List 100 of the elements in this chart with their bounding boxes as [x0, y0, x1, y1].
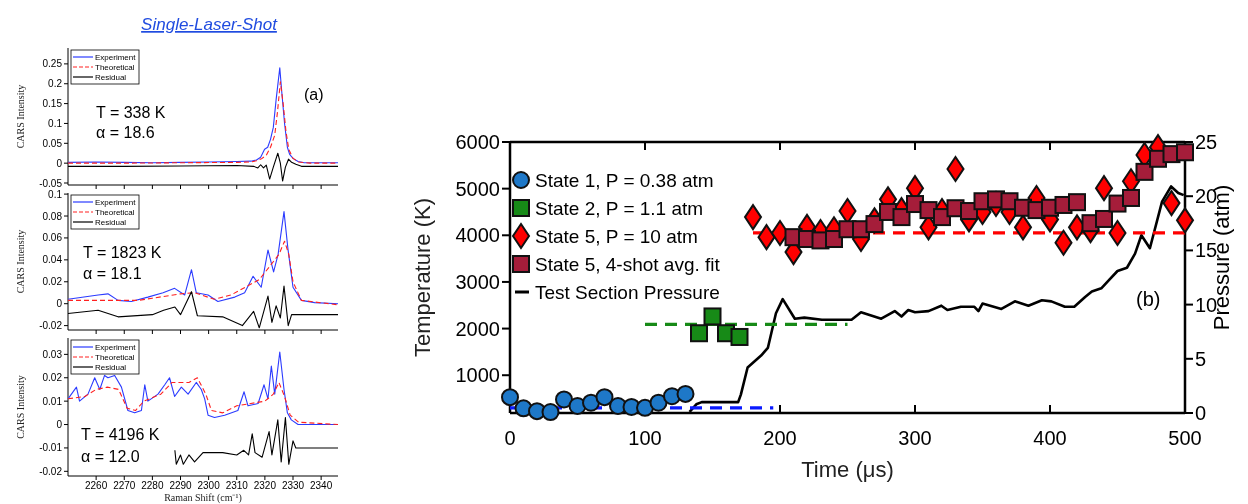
- y-tick-label: 0: [56, 157, 63, 169]
- point: [582, 393, 600, 412]
- point: [636, 398, 654, 417]
- annotation: α = 18.6: [96, 124, 155, 141]
- y-tick-label: -0.05: [39, 177, 63, 189]
- legend-label: Residual: [95, 72, 127, 82]
- legend-label: Experiment: [95, 197, 137, 207]
- point: [1068, 193, 1086, 212]
- y-axis-title: CARS Intensity: [15, 375, 26, 439]
- legend-label: State 1, P = 0.38 atm: [535, 169, 714, 191]
- legend-label: Theoretical: [95, 352, 135, 362]
- y-axis-title: CARS Intensity: [15, 229, 26, 294]
- legend-label: Theoretical: [95, 62, 135, 72]
- y-axis-title: Temperature (K): [410, 198, 435, 357]
- y-tick-label: 0: [56, 419, 63, 431]
- x-tick-label: 0: [504, 427, 516, 449]
- y-tick-label: 1000: [455, 364, 500, 387]
- point: [825, 230, 843, 249]
- legend-label: Test Section Pressure: [535, 281, 720, 303]
- annotation: T = 1823 K: [83, 244, 162, 261]
- point: [703, 307, 722, 326]
- x-tick-label: 100: [628, 427, 662, 449]
- point: [541, 403, 560, 422]
- line-series: [67, 211, 339, 305]
- point: [1162, 190, 1181, 217]
- y-tick-label: 0.1: [48, 188, 63, 200]
- y-tick-label: 0.04: [42, 254, 63, 266]
- y-axis-title: CARS Intensity: [15, 84, 26, 149]
- y-tick-label: 0.05: [42, 137, 63, 149]
- y-tick-label: 4000: [455, 224, 500, 247]
- legend-label: Residual: [95, 362, 127, 372]
- x-tick-label: 2260: [85, 480, 108, 491]
- x-tick-label: 2280: [141, 480, 164, 491]
- y-tick-label: 0.25: [42, 58, 63, 70]
- annotation: (a): [304, 86, 324, 103]
- x-tick-label: 2310: [225, 480, 249, 491]
- legend-label: Residual: [95, 217, 127, 227]
- y-tick-label: 0.1: [48, 117, 63, 129]
- x-tick-label: 2300: [197, 480, 221, 491]
- y-tick-label: 0.02: [42, 372, 63, 384]
- point: [757, 224, 776, 251]
- x-axis-title: Time (μs): [801, 457, 894, 482]
- point: [946, 156, 965, 183]
- y-tick-label: -0.01: [39, 442, 63, 454]
- legend-label: State 5, P = 10 atm: [535, 225, 698, 247]
- legend-label: Experiment: [95, 52, 137, 62]
- legend-label: State 2, P = 1.1 atm: [535, 197, 704, 219]
- x-tick-label: 300: [898, 427, 932, 449]
- y-tick-label: 3000: [455, 270, 500, 293]
- annotation: T = 4196 K: [81, 426, 160, 443]
- x-axis-title: Raman Shift (cm⁻¹): [164, 492, 242, 504]
- point: [676, 384, 695, 403]
- y-tick-label: 0.03: [42, 348, 63, 360]
- annotation: T = 338 K: [96, 104, 166, 121]
- legend-label: State 5, 4-shot avg. fit: [535, 253, 721, 275]
- y2-tick-label: 5: [1195, 347, 1207, 370]
- y-tick-label: -0.02: [39, 320, 63, 332]
- y-tick-label: 0.06: [42, 232, 63, 244]
- x-tick-label: 400: [1033, 427, 1067, 449]
- x-tick-label: 2270: [113, 480, 136, 491]
- y2-tick-label: 25: [1195, 131, 1218, 153]
- x-tick-label: 2320: [253, 480, 277, 491]
- line-series: [174, 416, 339, 465]
- point: [865, 215, 884, 234]
- point: [690, 324, 708, 343]
- annotation: α = 12.0: [81, 448, 140, 465]
- point: [1135, 162, 1154, 181]
- chart-title: Single-Laser-Shot: [141, 15, 279, 34]
- y-tick-label: 0.01: [42, 395, 63, 407]
- point: [1095, 209, 1113, 228]
- x-tick-label: 2290: [169, 480, 193, 491]
- y-tick-label: 0.02: [42, 276, 63, 288]
- point: [933, 208, 951, 227]
- point: [595, 388, 614, 407]
- annotation: (b): [1136, 288, 1161, 310]
- y2-tick-label: 0: [1195, 402, 1207, 424]
- y-tick-label: 0.2: [48, 78, 63, 90]
- point: [1176, 143, 1194, 162]
- x-tick-label: 500: [1168, 427, 1202, 449]
- point: [555, 390, 573, 409]
- point: [892, 208, 911, 227]
- point: [1054, 229, 1073, 256]
- y-tick-label: -0.02: [39, 465, 63, 477]
- annotation: α = 18.1: [83, 265, 142, 282]
- y-tick-label: 0.08: [42, 210, 63, 222]
- y-tick-label: 2000: [455, 317, 500, 340]
- point: [730, 327, 749, 346]
- point: [960, 202, 978, 221]
- x-tick-label: 2330: [281, 480, 305, 491]
- point: [649, 393, 668, 412]
- line-series: [67, 377, 339, 426]
- point: [1122, 188, 1140, 207]
- point: [501, 388, 519, 407]
- x-tick-label: 2340: [310, 480, 333, 491]
- legend-label: Theoretical: [95, 207, 135, 217]
- y-tick-label: 5000: [455, 177, 500, 200]
- y-tick-label: 0.15: [42, 98, 63, 110]
- legend-label: Experiment: [95, 342, 137, 352]
- x-tick-label: 200: [763, 427, 797, 449]
- y-tick-label: 0: [56, 298, 63, 310]
